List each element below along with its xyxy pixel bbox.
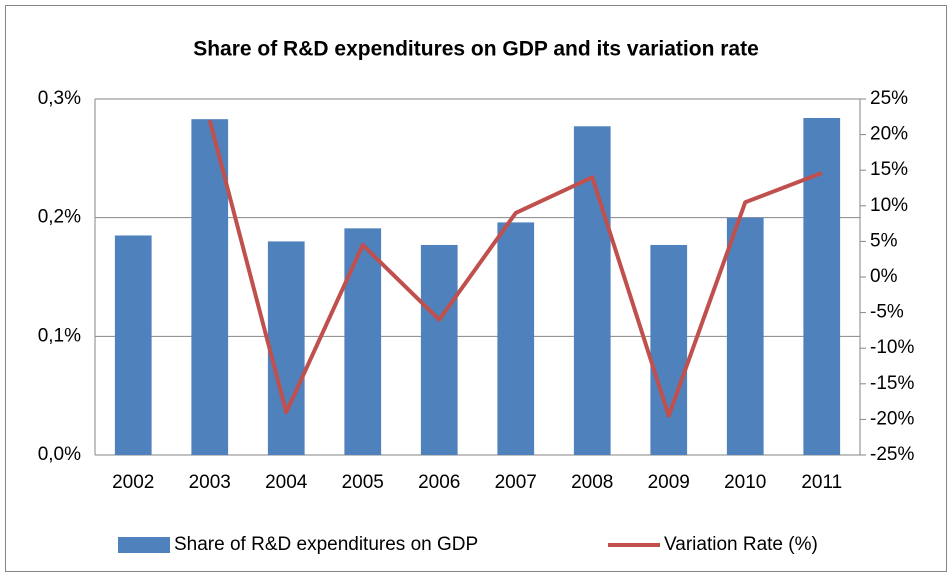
x-tick-label: 2005 — [342, 472, 384, 493]
chart-title: Share of R&D expenditures on GDP and its… — [193, 38, 759, 61]
x-tick-label: 2008 — [571, 472, 613, 493]
y-tick-label: 0,1% — [38, 325, 81, 346]
y-tick-label: 0,3% — [38, 88, 81, 109]
y2-tick-label: 15% — [870, 159, 908, 180]
y2-tick-label: -15% — [870, 373, 914, 394]
y-tick-label: 0,0% — [38, 444, 81, 465]
bar — [803, 117, 841, 455]
legend-label: Variation Rate (%) — [664, 534, 818, 555]
x-tick-label: 2009 — [648, 472, 690, 493]
bar — [191, 119, 229, 455]
y2-tick-label: 5% — [870, 230, 898, 251]
y2-tick-label: -20% — [870, 408, 914, 429]
x-tick-label: 2011 — [801, 472, 842, 493]
x-tick-label: 2003 — [189, 472, 231, 493]
y2-tick-label: 10% — [870, 195, 908, 216]
y2-tick-label: 25% — [870, 88, 908, 109]
chart-border — [5, 5, 947, 572]
y2-tick-label: 0% — [870, 266, 898, 287]
line — [207, 119, 823, 418]
bar — [267, 241, 305, 455]
x-tick-label: 2002 — [112, 472, 154, 493]
x-tick-label: 2010 — [724, 472, 766, 493]
x-tick-label: 2007 — [495, 472, 537, 493]
bar — [497, 222, 535, 455]
bar — [114, 235, 152, 455]
y-tick-label: 0,2% — [38, 207, 81, 228]
y2-tick-label: 20% — [870, 124, 908, 145]
x-tick-label: 2004 — [265, 472, 308, 493]
y2-tick-label: -25% — [870, 444, 914, 465]
legend-label: Share of R&D expenditures on GDP — [174, 534, 478, 555]
legend-swatch — [118, 537, 170, 553]
bar — [344, 228, 382, 455]
bar — [726, 217, 764, 455]
bar — [420, 244, 458, 455]
bar — [650, 244, 688, 455]
y2-tick-label: -10% — [870, 337, 914, 358]
y2-tick-label: -5% — [870, 302, 904, 323]
x-tick-label: 2006 — [418, 472, 460, 493]
